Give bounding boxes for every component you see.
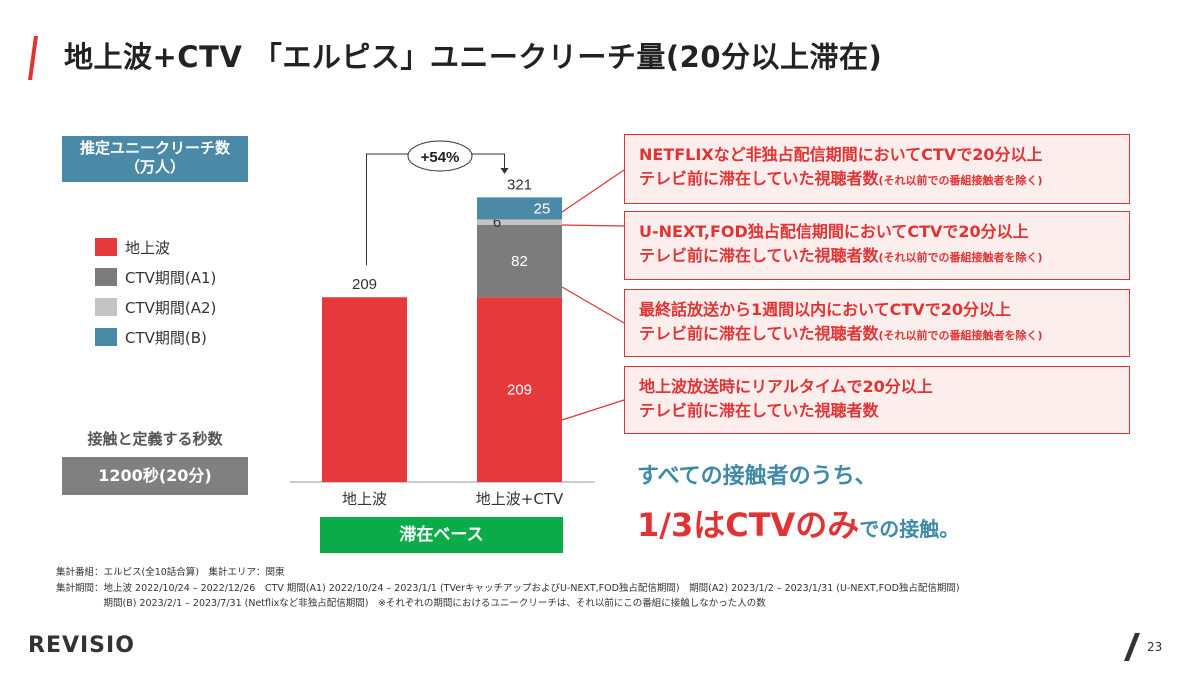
summary-rest: での接触。 bbox=[859, 517, 960, 541]
callout-ctv-b: NETFLIXなど非独占配信期間においてCTVで20分以上 テレビ前に滞在してい… bbox=[624, 134, 1130, 204]
total-label-2: 321 bbox=[507, 176, 532, 193]
legend-item-ctv-b: CTV期間(B) bbox=[95, 322, 216, 352]
contact-definition-value: 1200秒(20分) bbox=[62, 457, 248, 495]
metric-label-box: 推定ユニークリーチ数 （万人） bbox=[62, 136, 248, 182]
callout-connector-2 bbox=[561, 224, 625, 227]
legend-item-ctv-a1: CTV期間(A1) bbox=[95, 262, 216, 292]
callout-ctv-a1-line2: テレビ前に滞在していた視聴者数 bbox=[639, 324, 879, 343]
legend-swatch-ctv-b bbox=[95, 328, 117, 346]
metric-label-line1: 推定ユニークリーチ数 bbox=[79, 139, 230, 157]
callout-ctv-a1: 最終話放送から1週間以内においてCTVで20分以上 テレビ前に滞在していた視聴者… bbox=[624, 289, 1130, 357]
legend-label-terrestrial: 地上波 bbox=[125, 238, 171, 257]
callout-terrestrial-line1: 地上波放送時にリアルタイムで20分以上 bbox=[639, 377, 933, 396]
summary-line2: 1/3はCTVのみでの接触。 bbox=[637, 500, 959, 546]
callout-ctv-a1-note: (それ以前での番組接触者を除く) bbox=[878, 329, 1043, 342]
page-title: 地上波+CTV 「エルピス」ユニークリーチ量(20分以上滞在) bbox=[64, 40, 883, 74]
page-slash-accent bbox=[1124, 633, 1140, 661]
growth-oval bbox=[407, 140, 473, 172]
legend-label-ctv-b: CTV期間(B) bbox=[125, 328, 207, 347]
category-label-2: 地上波+CTV bbox=[476, 490, 564, 508]
callout-ctv-a2: U-NEXT,FOD独占配信期間においてCTVで20分以上 テレビ前に滞在してい… bbox=[624, 211, 1130, 280]
callout-ctv-a2-line2: テレビ前に滞在していた視聴者数 bbox=[639, 246, 879, 265]
total-label-1: 209 bbox=[352, 276, 377, 293]
data-label-ctv-b: 25 bbox=[534, 200, 551, 217]
data-label-terrestrial: 209 bbox=[507, 382, 532, 399]
contact-definition-label: 接触と定義する秒数 bbox=[87, 430, 223, 448]
category-label-1: 地上波 bbox=[342, 490, 387, 508]
revisio-logo: REVISIO bbox=[28, 633, 135, 658]
footnotes: 集計番組：エルピス(全10話合算) 集計エリア：関東 集計期間：地上波 2022… bbox=[56, 565, 960, 612]
legend-swatch-terrestrial bbox=[95, 238, 117, 256]
callout-ctv-a1-line1: 最終話放送から1週間以内においてCTVで20分以上 bbox=[639, 300, 1011, 319]
bar-terrestrial-2 bbox=[477, 297, 562, 482]
base-label-box: 滞在ベース bbox=[320, 517, 563, 553]
summary-line1: すべての接触者のうち、 bbox=[637, 464, 877, 489]
callout-ctv-a2-note: (それ以前での番組接触者を除く) bbox=[878, 251, 1043, 264]
legend-swatch-ctv-a1 bbox=[95, 268, 117, 286]
callout-connector-3 bbox=[561, 286, 625, 324]
callout-ctv-b-note: (それ以前での番組接触者を除く) bbox=[878, 174, 1043, 187]
legend-item-ctv-a2: CTV期間(A2) bbox=[95, 292, 216, 322]
legend-item-terrestrial: 地上波 bbox=[95, 232, 216, 262]
bar-terrestrial-1 bbox=[322, 297, 407, 482]
metric-label-line2: （万人） bbox=[124, 158, 185, 176]
footnote-line2: 集計期間：地上波 2022/10/24 – 2022/12/26 CTV 期間(… bbox=[56, 582, 960, 594]
callout-connector-1 bbox=[561, 169, 625, 213]
callout-ctv-a2-line1: U-NEXT,FOD独占配信期間においてCTVで20分以上 bbox=[639, 222, 1029, 241]
page-number: 23 bbox=[1147, 640, 1163, 654]
legend-label-ctv-a1: CTV期間(A1) bbox=[125, 268, 217, 287]
callout-ctv-b-line2: テレビ前に滞在していた視聴者数 bbox=[639, 169, 879, 188]
data-label-ctv-a2: 6 bbox=[493, 214, 501, 231]
growth-label: +54% bbox=[421, 149, 460, 166]
callout-terrestrial-line2: テレビ前に滞在していた視聴者数 bbox=[639, 401, 879, 420]
title-slash-accent bbox=[28, 36, 38, 80]
bar-ctv-a1-2 bbox=[477, 224, 562, 298]
bar-ctv-a2-2 bbox=[477, 219, 562, 225]
footnote-line3: 期間(B) 2023/2/1 – 2023/7/31 (Netflixなど非独占… bbox=[56, 598, 766, 609]
data-label-ctv-a1: 82 bbox=[511, 253, 528, 270]
bar-ctv-b-2 bbox=[477, 197, 562, 220]
legend-swatch-ctv-a2 bbox=[95, 298, 117, 316]
callout-terrestrial: 地上波放送時にリアルタイムで20分以上 テレビ前に滞在していた視聴者数 bbox=[624, 366, 1130, 434]
callout-ctv-b-line1: NETFLIXなど非独占配信期間においてCTVで20分以上 bbox=[639, 145, 1043, 164]
footnote-line1: 集計番組：エルピス(全10話合算) 集計エリア：関東 bbox=[56, 567, 285, 578]
chart-legend: 地上波 CTV期間(A1) CTV期間(A2) CTV期間(B) bbox=[95, 232, 216, 352]
callout-connector-4 bbox=[561, 399, 625, 421]
legend-label-ctv-a2: CTV期間(A2) bbox=[125, 298, 217, 317]
growth-arrow-head bbox=[500, 168, 509, 174]
summary-highlight: 1/3はCTVのみ bbox=[637, 506, 860, 544]
